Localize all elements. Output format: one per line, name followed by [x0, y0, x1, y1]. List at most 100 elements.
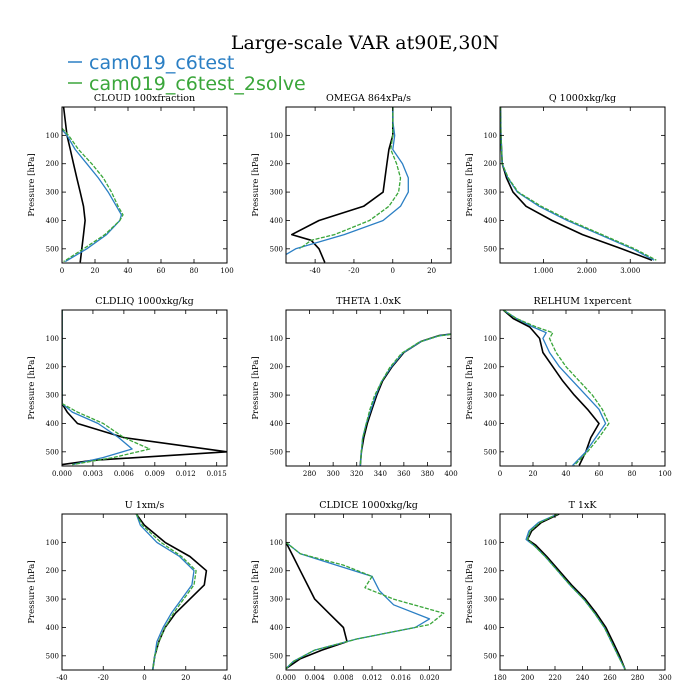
y-axis-label: Pressure [hPa] [251, 560, 261, 623]
legend: cam019_c6test cam019_c6test_2solve [68, 52, 306, 95]
series-line-2 [62, 310, 151, 466]
x-tick-label: 0 [391, 267, 395, 275]
series-group [500, 107, 657, 261]
figure-title: Large-scale VAR at90E,30N [231, 32, 499, 54]
x-tick-label: 180 [493, 674, 506, 682]
x-tick-label: 280 [631, 674, 644, 682]
y-axis-label: Pressure [hPa] [27, 356, 37, 419]
series-line-2 [135, 514, 197, 670]
y-tick-label: 100 [484, 335, 497, 343]
x-tick-label: 80 [628, 470, 637, 478]
x-tick-label: 20 [427, 267, 436, 275]
x-tick-label: 0.000 [276, 674, 296, 682]
series-line-2 [286, 541, 445, 670]
panel-title: T 1xK [569, 500, 598, 511]
x-tick-label: 20 [91, 267, 100, 275]
x-tick-label: 0.006 [114, 470, 135, 478]
y-axis-label: Pressure [hPa] [27, 153, 37, 216]
x-tick-label: 0.012 [362, 674, 382, 682]
x-tick-label: 0.003 [83, 470, 103, 478]
panel-8: T 1xK Pressure [hPa] 180 200 220 240 260 280 300… [465, 500, 672, 682]
y-tick-label: 500 [484, 652, 497, 660]
x-tick-label: -20 [348, 267, 359, 275]
y-tick-label: 500 [270, 652, 283, 660]
series-group [286, 107, 409, 263]
plot-frame [285, 309, 452, 467]
panel-title: CLDICE 1000xkg/kg [319, 500, 418, 511]
x-tick-label: 380 [421, 470, 434, 478]
x-tick-label: 320 [350, 470, 363, 478]
y-tick-label: 100 [270, 335, 283, 343]
x-tick-label: 40 [223, 674, 232, 682]
series-group [62, 310, 227, 466]
y-axis-label: Pressure [hPa] [465, 560, 475, 623]
panel-2: Q 1000xkg/kg Pressure [hPa] 1.000 2.000 3.00… [465, 93, 666, 275]
x-tick-label: 240 [576, 674, 589, 682]
y-tick-label: 500 [46, 448, 59, 456]
plot-frame [499, 106, 666, 264]
y-tick-label: 400 [270, 624, 283, 632]
series-line-0 [526, 514, 626, 670]
series-group [525, 514, 626, 670]
x-tick-label: 0 [142, 674, 146, 682]
series-line-1 [135, 514, 195, 670]
series-line-2 [299, 107, 402, 250]
y-axis-label: Pressure [hPa] [27, 560, 37, 623]
x-tick-label: 20 [529, 470, 538, 478]
y-tick-label: 100 [484, 132, 497, 140]
series-line-0 [502, 310, 600, 466]
y-tick-label: 400 [484, 420, 497, 428]
y-tick-label: 300 [46, 596, 59, 604]
panel-title: OMEGA 864xPa/s [326, 93, 411, 104]
x-tick-label: 200 [521, 674, 534, 682]
y-tick-label: 500 [270, 245, 283, 253]
y-tick-label: 400 [46, 217, 59, 225]
x-tick-label: 300 [658, 674, 671, 682]
y-axis-label: Pressure [hPa] [465, 153, 475, 216]
panel-title: Q 1000xkg/kg [549, 93, 616, 104]
x-tick-label: 2.000 [577, 267, 597, 275]
panel-1: OMEGA 864xPa/s Pressure [hPa] -40 -20 0 20 100… [251, 93, 452, 275]
x-tick-label: 400 [444, 470, 457, 478]
y-axis-label: Pressure [hPa] [251, 153, 261, 216]
y-tick-label: 400 [46, 420, 59, 428]
series-line-2 [502, 310, 610, 466]
x-tick-label: -40 [309, 267, 320, 275]
y-axis-label: Pressure [hPa] [251, 356, 261, 419]
y-tick-label: 300 [484, 596, 497, 604]
series-line-0 [62, 310, 227, 466]
x-tick-label: 20 [181, 674, 190, 682]
series-group [62, 107, 124, 263]
y-tick-label: 500 [484, 245, 497, 253]
panel-title: U 1xm/s [125, 500, 165, 511]
y-tick-label: 500 [270, 448, 283, 456]
y-tick-label: 200 [484, 567, 497, 575]
y-tick-label: 300 [46, 392, 59, 400]
y-tick-label: 400 [484, 217, 497, 225]
x-tick-label: 1.000 [533, 267, 553, 275]
x-tick-label: 0.008 [333, 674, 353, 682]
series-line-1 [62, 310, 133, 466]
plot-frame [61, 106, 228, 264]
series-line-1 [500, 107, 655, 261]
y-tick-label: 100 [270, 539, 283, 547]
y-tick-label: 500 [46, 245, 59, 253]
x-tick-label: 0.009 [145, 470, 165, 478]
x-tick-label: 360 [397, 470, 410, 478]
series-line-1 [286, 541, 431, 670]
series-line-2 [500, 107, 657, 261]
series-line-1 [286, 107, 409, 256]
series-line-0 [286, 542, 348, 670]
x-tick-label: 40 [124, 267, 133, 275]
y-tick-label: 100 [46, 539, 59, 547]
y-tick-label: 400 [270, 217, 283, 225]
series-group [502, 310, 610, 466]
x-tick-label: 0.015 [207, 470, 227, 478]
y-tick-label: 100 [270, 132, 283, 140]
series-line-2 [526, 514, 626, 670]
y-tick-label: 200 [270, 160, 283, 168]
y-tick-label: 100 [46, 132, 59, 140]
x-tick-label: 40 [562, 470, 571, 478]
x-tick-label: 0.020 [419, 674, 439, 682]
x-tick-label: 100 [658, 470, 671, 478]
